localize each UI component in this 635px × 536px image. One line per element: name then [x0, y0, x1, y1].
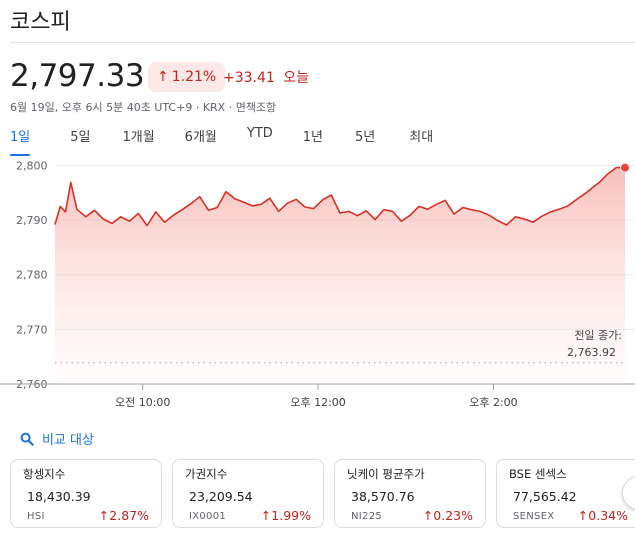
y-tick-label: 2,780: [16, 269, 48, 282]
x-tick-label: 오후 2:00: [469, 396, 517, 409]
tab-1y[interactable]: 1년: [302, 130, 324, 145]
arrow-up-icon: ↑: [260, 508, 272, 523]
index-card-change: ↑0.23%: [423, 508, 473, 523]
current-price: 2,797.33: [10, 58, 145, 94]
index-card-sensex[interactable]: BSE 센섹스 77,565.42 SENSEX ↑0.34%: [496, 459, 635, 528]
quote-meta: 6월 19일, 오후 6시 5분 40초 UTC+9 · KRX · 면책조항: [10, 101, 277, 114]
index-card-symbol: SENSEX: [513, 511, 555, 522]
index-card-change-value: 0.34%: [588, 508, 628, 523]
index-card-symbol: HSI: [27, 511, 45, 522]
arrow-up-icon: ↑: [422, 508, 434, 523]
index-card-change-value: 2.87%: [109, 508, 149, 523]
index-card-symbol: NI225: [351, 511, 383, 522]
period-tabs: 1일 5일 1개월 6개월 YTD 1년 5년 최대: [10, 124, 434, 156]
index-card-ix0001[interactable]: 가권지수 23,209.54 IX0001 ↑1.99%: [172, 459, 324, 528]
tab-1m[interactable]: 1개월: [122, 130, 155, 145]
index-card-ni225[interactable]: 닛케이 평균주가 38,570.76 NI225 ↑0.23%: [334, 459, 486, 528]
index-card-value: 18,430.39: [27, 489, 91, 504]
tab-1d[interactable]: 1일: [10, 124, 31, 156]
index-card-value: 77,565.42: [513, 489, 577, 504]
price-line: [54, 166, 625, 227]
price-area: [55, 167, 625, 384]
point-change-value: +33.41: [223, 70, 275, 86]
index-card-change: ↑2.87%: [99, 508, 149, 523]
y-tick-label: 2,790: [16, 214, 48, 227]
tab-ytd[interactable]: YTD: [246, 126, 273, 141]
percent-change-badge: ↑ 1.21%: [148, 62, 226, 92]
x-tick-label: 오전 10:00: [115, 396, 170, 409]
index-card-name: 가권지수: [185, 467, 228, 481]
index-card-change-value: 0.23%: [433, 508, 473, 523]
index-card-hsi[interactable]: 항셍지수 18,430.39 HSI ↑2.87%: [10, 459, 162, 528]
index-card-name: 닛케이 평균주가: [347, 467, 425, 481]
tab-max[interactable]: 최대: [409, 130, 434, 145]
page-title: 코스피: [10, 10, 71, 35]
arrow-up-icon: ↑: [157, 69, 169, 85]
related-index-cards: 항셍지수 18,430.39 HSI ↑2.87% 가권지수 23,209.54…: [10, 459, 635, 528]
index-card-value: 23,209.54: [189, 489, 253, 504]
index-card-value: 38,570.76: [351, 489, 415, 504]
previous-close-label: 전일 종가:: [574, 328, 622, 342]
index-card-name: BSE 센섹스: [509, 467, 567, 481]
arrow-up-icon: ↑: [98, 508, 110, 523]
x-axis-labels: 오전 10:00 오후 12:00 오후 2:00: [115, 384, 518, 409]
latest-price-point: [620, 162, 630, 173]
tab-5d[interactable]: 5일: [70, 130, 91, 145]
compare-button[interactable]: 비교 대상: [20, 429, 94, 448]
search-icon: [20, 432, 34, 446]
y-tick-label: 2,800: [16, 160, 48, 172]
y-tick-label: 2,770: [16, 323, 48, 336]
x-tick-label: 오후 12:00: [290, 396, 345, 409]
point-change: +33.41 오늘: [223, 67, 309, 87]
compare-label: 비교 대상: [42, 433, 94, 448]
previous-close-value: 2,763.92: [567, 346, 616, 359]
index-card-name: 항셍지수: [23, 467, 66, 481]
percent-change-value: 1.21%: [171, 69, 217, 85]
index-card-change: ↑0.34%: [578, 508, 628, 523]
arrow-up-icon: ↑: [577, 508, 589, 523]
index-card-change-value: 1.99%: [271, 508, 311, 523]
index-card-change: ↑1.99%: [261, 508, 311, 523]
title-divider: [10, 42, 635, 43]
period-label: 오늘: [283, 70, 310, 86]
tab-6m[interactable]: 6개월: [184, 130, 217, 145]
tab-5y[interactable]: 5년: [355, 130, 376, 145]
index-card-symbol: IX0001: [189, 511, 227, 522]
